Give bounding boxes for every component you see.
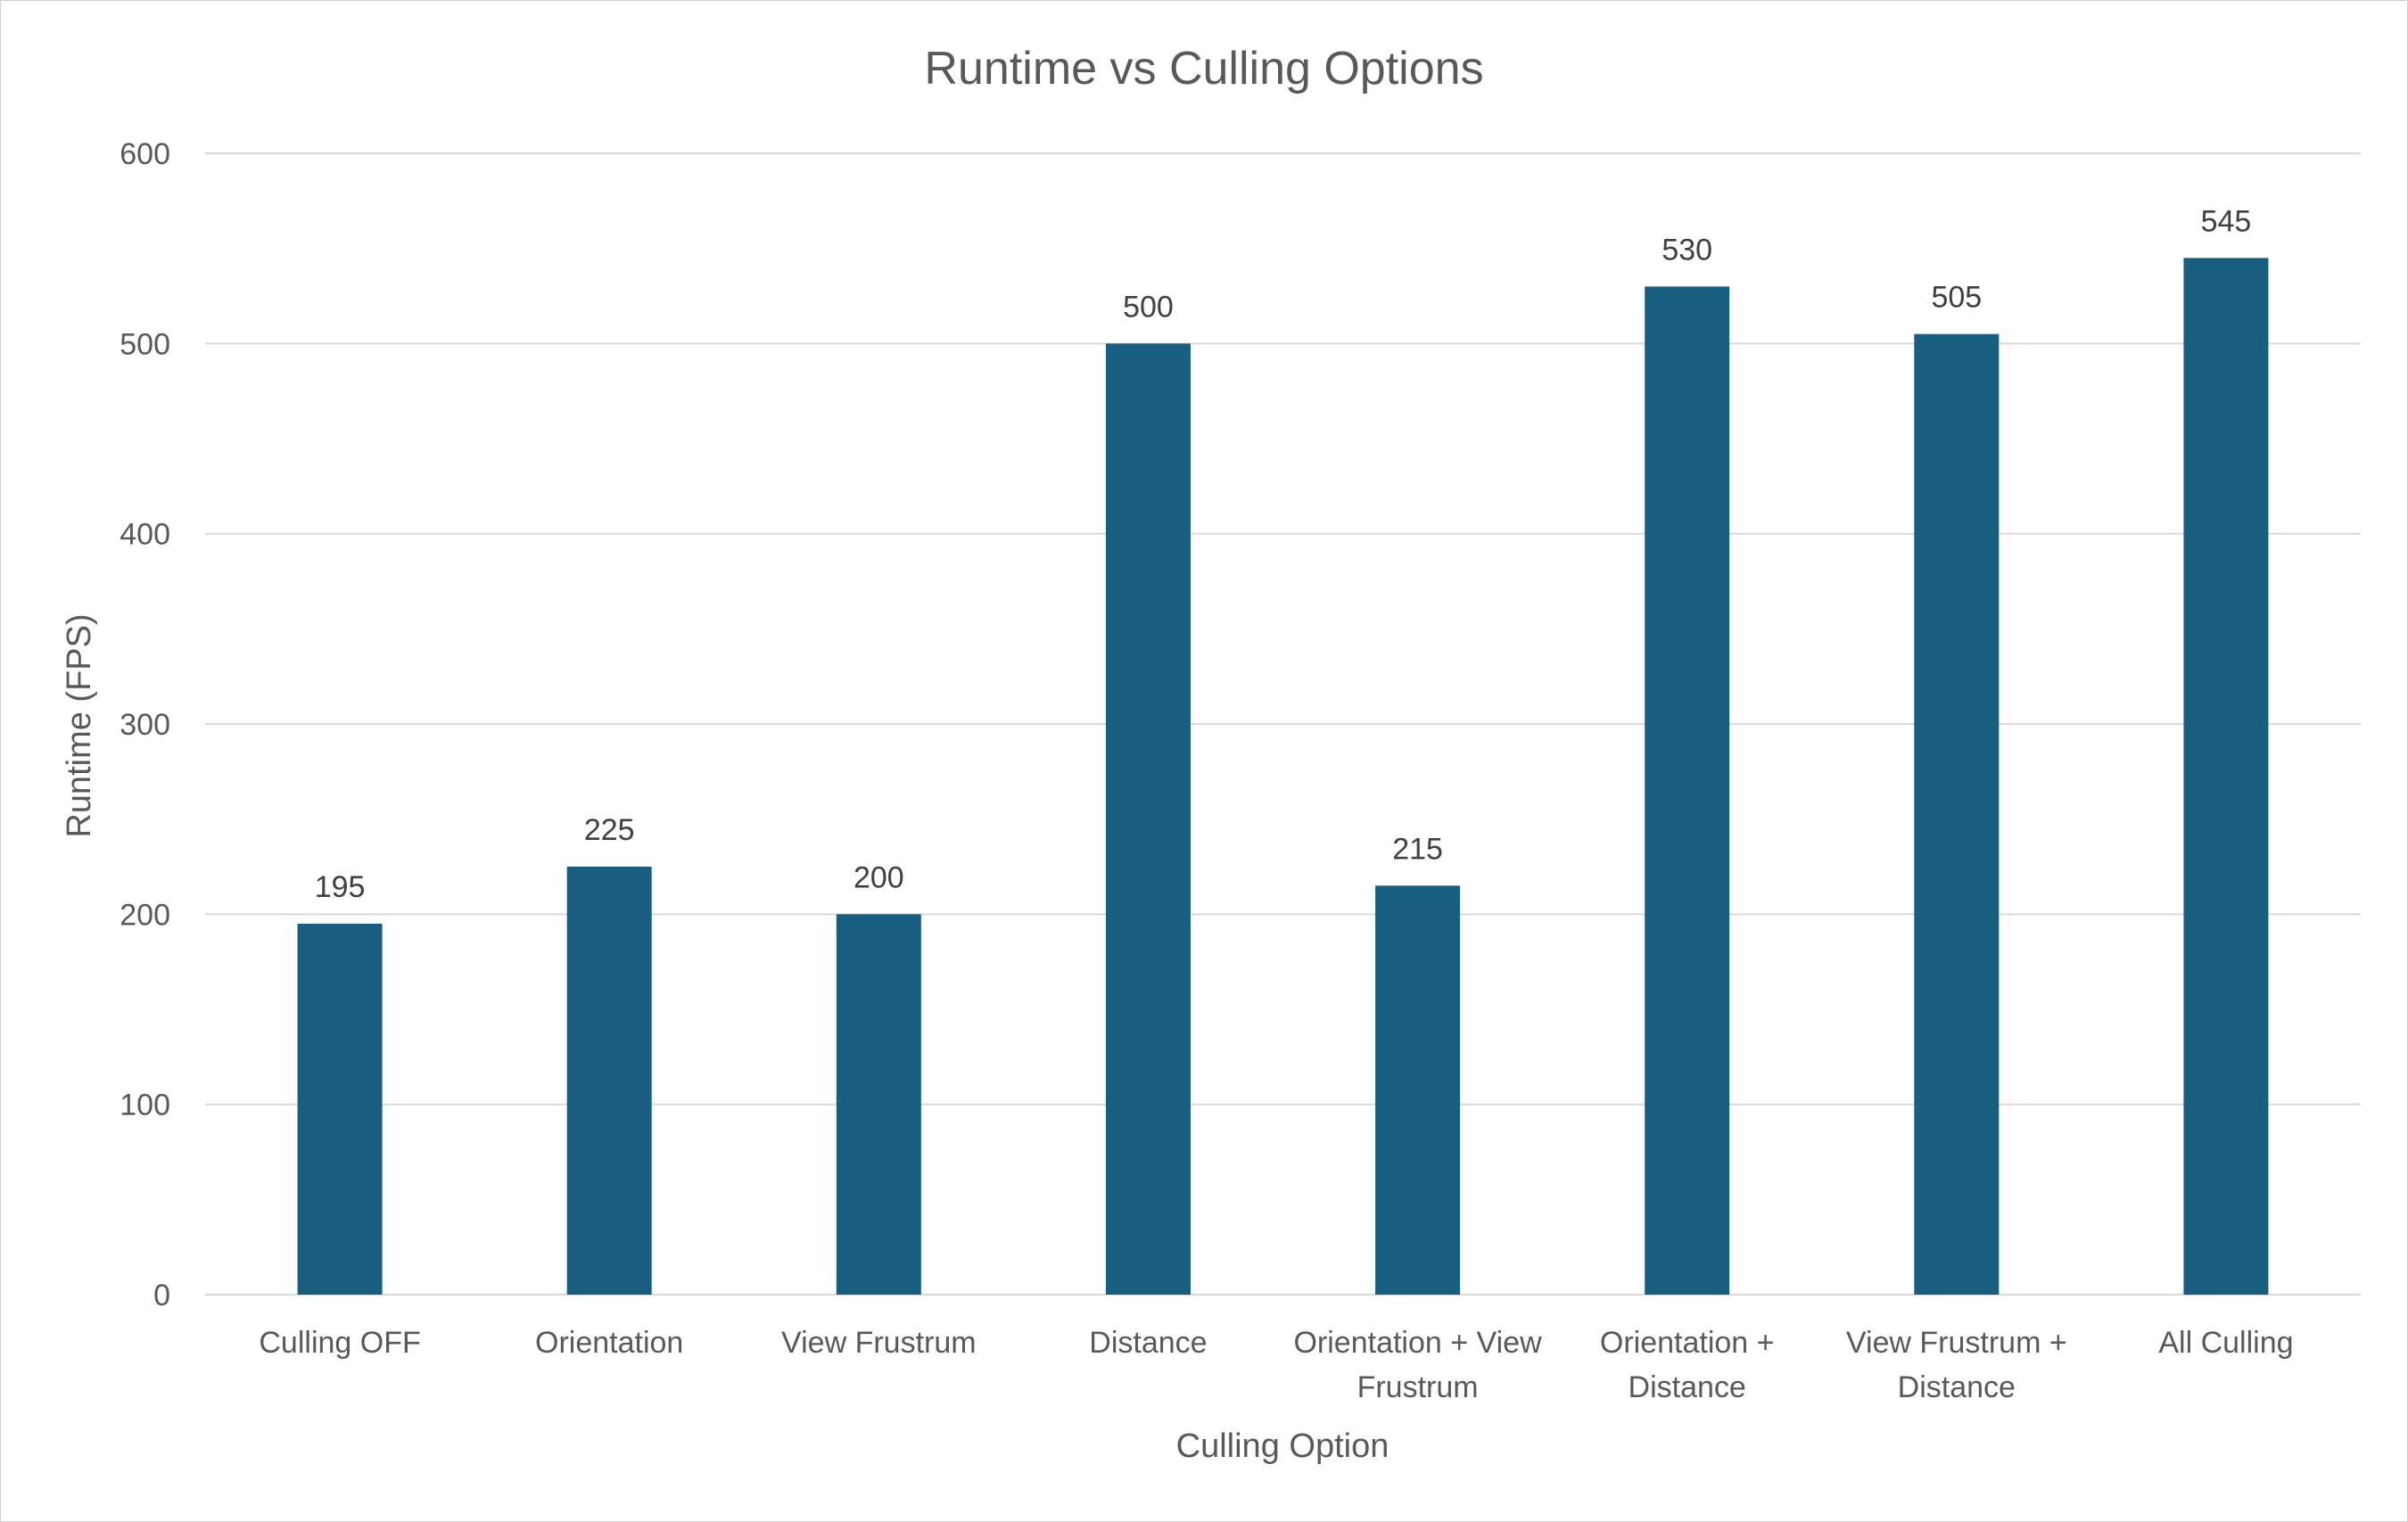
x-tick-label-line: Distance bbox=[1898, 1370, 2016, 1404]
bar bbox=[1105, 343, 1191, 1295]
x-tick-label-line: Orientation bbox=[535, 1326, 683, 1360]
x-tick-label: All Culling bbox=[2158, 1326, 2293, 1360]
x-tick-label-line: View Frustrum bbox=[781, 1326, 977, 1360]
x-tick-label-line: Distance bbox=[1089, 1326, 1207, 1360]
x-tick-label: Culling OFF bbox=[259, 1326, 420, 1360]
bar bbox=[1914, 333, 2000, 1296]
y-axis-title: Runtime (FPS) bbox=[61, 613, 98, 837]
x-tick-label-line: Distance bbox=[1629, 1370, 1746, 1404]
x-tick-label: View Frustrum + Distance bbox=[1846, 1326, 2067, 1404]
x-tick-label: View Frustrum bbox=[781, 1326, 977, 1360]
x-tick-label: Orientation + Distance bbox=[1600, 1326, 1775, 1404]
x-tick-label-line: Culling OFF bbox=[259, 1326, 420, 1360]
data-label: 545 bbox=[2201, 204, 2252, 238]
bar bbox=[297, 924, 383, 1295]
x-tick-label-line: Orientation + bbox=[1600, 1326, 1775, 1360]
data-labels: 195 225 200 500 215 530 505 545 bbox=[315, 204, 2252, 904]
data-label: 530 bbox=[1662, 233, 1712, 267]
y-tick-label: 300 bbox=[120, 708, 170, 742]
y-tick-label: 100 bbox=[120, 1089, 170, 1123]
data-label: 200 bbox=[854, 860, 904, 894]
y-tick-label: 600 bbox=[120, 137, 170, 171]
x-tick-label-line: View Frustrum + bbox=[1846, 1326, 2067, 1360]
bar bbox=[1375, 885, 1461, 1295]
y-axis-ticks: 0 100 200 300 400 500 600 bbox=[120, 137, 170, 1312]
bar bbox=[1645, 286, 1730, 1295]
data-label: 500 bbox=[1123, 290, 1174, 324]
y-tick-label: 500 bbox=[120, 327, 170, 361]
bar bbox=[2183, 258, 2269, 1295]
data-label: 225 bbox=[584, 813, 635, 847]
x-tick-label: Distance bbox=[1089, 1326, 1207, 1360]
bar bbox=[566, 867, 652, 1295]
y-tick-label: 200 bbox=[120, 898, 170, 932]
x-tick-label: Orientation bbox=[535, 1326, 683, 1360]
x-tick-label-line: Frustrum bbox=[1357, 1370, 1479, 1404]
chart-title: Runtime vs Culling Options bbox=[924, 43, 1483, 95]
bar bbox=[836, 914, 921, 1295]
y-tick-label: 400 bbox=[120, 518, 170, 552]
x-tick-label-line: All Culling bbox=[2158, 1326, 2293, 1360]
x-tick-label-line: Orientation + View bbox=[1293, 1326, 1542, 1360]
x-axis-title: Culling Option bbox=[1176, 1427, 1390, 1465]
y-tick-label: 0 bbox=[153, 1279, 170, 1312]
bars bbox=[297, 258, 2269, 1296]
data-label: 215 bbox=[1392, 832, 1443, 866]
x-axis-categories: Culling OFF Orientation View Frustrum Dista… bbox=[259, 1326, 2293, 1404]
data-label: 195 bbox=[315, 870, 366, 904]
x-tick-label: Orientation + View Frustrum bbox=[1293, 1326, 1542, 1404]
data-label: 505 bbox=[1931, 281, 1982, 315]
gridlines bbox=[205, 152, 2361, 1296]
